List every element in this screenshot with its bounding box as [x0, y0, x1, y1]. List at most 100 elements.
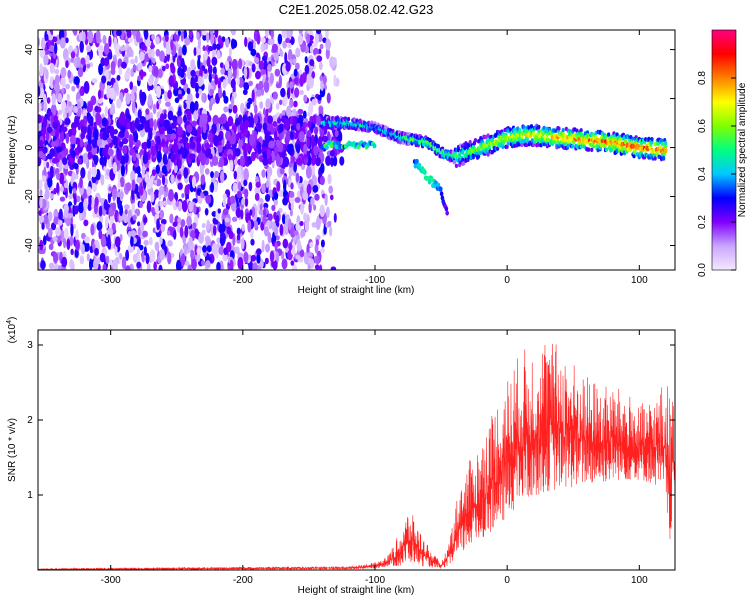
spectrogram-cell [138, 184, 144, 196]
spectrogram-cell [230, 134, 237, 145]
spectrogram-cell [246, 102, 251, 110]
spectrogram-cell [112, 135, 119, 146]
snr-y-multiplier: (x104) [6, 317, 18, 344]
spectrogram-cell [115, 44, 121, 57]
spectrogram-cell [225, 130, 231, 141]
spectrogram-cell [177, 184, 182, 190]
x-tick-label: -100 [365, 575, 385, 586]
spectrogram-cell [111, 188, 118, 199]
spectrogram-cell [194, 100, 199, 111]
x-tick-label: -300 [101, 275, 121, 286]
spectrogram-cell [159, 113, 165, 125]
spectrogram-cell [224, 217, 230, 223]
snr-panel: -300 -200 -100 0 100 1 2 3 Height of straight … [6, 317, 676, 596]
spectrogram-cell [309, 241, 314, 248]
spectrogram-cell [293, 68, 298, 77]
snr-y-ticks: 1 2 3 [27, 340, 675, 501]
spectrogram-cell [163, 119, 170, 129]
spectrogram-cell [101, 132, 109, 141]
spectrogram-cell [216, 49, 221, 59]
spectrogram-cell [299, 89, 304, 96]
spectrogram-cell [79, 40, 84, 53]
spectrogram-cell [186, 183, 191, 191]
spectrogram-cell [73, 105, 79, 114]
spectrogram-cell [112, 259, 118, 270]
spectrogram-cell [59, 131, 65, 143]
spectrogram-cell [70, 223, 74, 237]
spectrogram-cell [261, 55, 268, 62]
spectrogram-cell [181, 199, 188, 213]
spectrogram-cell [290, 248, 296, 255]
spectrogram-cell [311, 221, 317, 228]
spectrogram-cell [260, 43, 264, 53]
spectrogram-cell [158, 264, 163, 270]
spectrogram-cell [205, 32, 210, 43]
spectrogram-cell [110, 242, 114, 250]
spectrogram-cell [57, 264, 62, 270]
spectrogram-cell [79, 255, 85, 265]
spectrogram-cell [124, 130, 129, 139]
spectrogram-cell [173, 230, 177, 240]
spectrogram-cell [38, 102, 42, 113]
spectrogram-cell [102, 35, 107, 45]
spectrogram-cell [256, 253, 261, 264]
spectrogram-cell [235, 119, 241, 126]
spectrogram-cell [120, 164, 126, 177]
spectrogram-cell [319, 247, 325, 254]
spectrogram-cell [334, 144, 339, 150]
x-tick-label: 100 [631, 275, 648, 286]
spectrogram-cell [49, 193, 54, 200]
spectrogram-cell [103, 165, 107, 172]
spectrogram-cell [320, 162, 325, 174]
spectrogram-cell [306, 33, 311, 45]
spectrogram-cell [250, 228, 254, 239]
spectrogram-cell [39, 48, 46, 59]
spectrogram-cell [38, 179, 43, 190]
spectrogram-cell [154, 241, 160, 252]
spectrogram-cell [201, 223, 206, 229]
spectrogram-cell [304, 64, 310, 75]
spectrogram-cell [194, 74, 198, 83]
spectrogram-cell [243, 251, 249, 264]
spectrogram-cell [216, 237, 221, 244]
spectrogram-cell [46, 97, 51, 104]
spectrogram-cell [164, 34, 169, 42]
spectrogram-cell [314, 264, 320, 270]
spectrogram-cell [58, 30, 65, 40]
spectrogram-cell [346, 116, 351, 122]
spectrogram-cell [112, 161, 118, 175]
spectrogram-cell [96, 257, 101, 265]
spectrogram-cell [307, 76, 314, 89]
spectrogram-cell [59, 196, 66, 202]
spectrogram-cell [264, 131, 270, 143]
spectrogram-cell [620, 146, 625, 151]
spectrogram-cell [179, 226, 184, 238]
spectrogram-cell [590, 147, 594, 153]
spectrogram-cell [554, 128, 558, 133]
spectrogram-cell [339, 156, 345, 166]
spectrogram-cell [116, 191, 121, 198]
spectrogram-cell [124, 204, 130, 210]
spectrogram-cell [118, 141, 124, 148]
x-tick-label: -200 [233, 275, 253, 286]
spectrogram-cell [230, 79, 236, 89]
colorbar-ticks: 0.0 0.2 0.4 0.6 0.8 [697, 71, 736, 277]
spectrogram-cell [247, 41, 254, 52]
spectrogram-cell [189, 101, 196, 114]
spectrogram-cell [269, 37, 275, 46]
spectrogram-cell [157, 68, 163, 78]
spectrogram-cell [169, 213, 174, 224]
spectrogram-cell [520, 142, 524, 148]
spectrogram-cell [140, 91, 147, 103]
spectrogram-cell [274, 68, 281, 77]
spectrogram-cell [54, 74, 60, 85]
y-tick-label: 2 [27, 415, 33, 426]
spectrogram-cell [241, 223, 245, 232]
spectrogram-cell [664, 140, 668, 146]
spectrogram-cell [192, 222, 197, 229]
spectrogram-cell [101, 75, 107, 84]
spectrogram-cell [529, 124, 534, 129]
spectrogram-cell [167, 110, 174, 121]
spectrogram-cell [324, 144, 329, 150]
spectrogram-cell [99, 252, 106, 263]
